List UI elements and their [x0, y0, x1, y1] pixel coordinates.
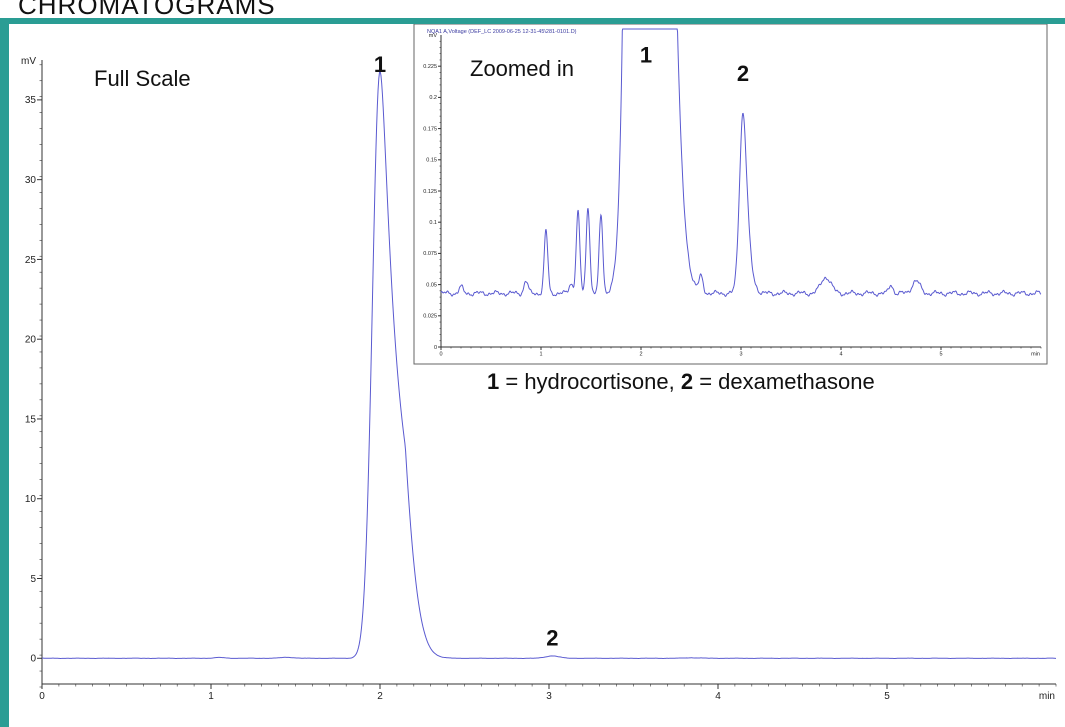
inset-y-tick-label: 0.125: [423, 189, 437, 195]
inset-y-tick-label: 0.225: [423, 64, 437, 70]
inset-y-tick-label: 0.175: [423, 126, 437, 132]
inset-border: [413, 24, 1048, 365]
legend-peak1-name: = hydrocortisone,: [499, 369, 681, 394]
legend-peak2-num: 2: [680, 369, 694, 394]
inset-chart-title: Zoomed in: [470, 56, 574, 81]
inset-x-unit: min: [1031, 352, 1040, 358]
zoomed-chart: NQA1 A,Voltage (DEF_LC 2009-06-25 12-31-…: [413, 24, 1048, 365]
inset-y-tick-label: 0.025: [423, 314, 437, 320]
inset-y-tick-label: 0.2: [429, 95, 437, 101]
inset-axes: 0 0.025 0.05 0.075 0.1 0.125 0.15 0.175 0.2 0.225…: [423, 33, 1042, 358]
main-x-tick-label: 1: [208, 691, 214, 702]
main-y-unit: mV: [21, 56, 36, 67]
inset-y-tick-label: 0.1: [429, 220, 437, 226]
legend-peak2-name: = dexamethasone: [693, 369, 875, 394]
inset-x-tick-label: 4: [839, 352, 842, 358]
inset-y-tick-label: 0.05: [426, 282, 437, 288]
inset-x-tick-label: 3: [739, 352, 742, 358]
inset-peak-label-2: 2: [737, 61, 749, 86]
main-x-tick-label: 3: [546, 691, 552, 702]
inset-y-tick-label: 0.075: [423, 251, 437, 257]
main-y-tick-label: 25: [25, 255, 37, 266]
main-trace: [41, 70, 1057, 659]
main-peak-label-2: 2: [546, 625, 558, 650]
inset-y-tick-label: 0: [434, 345, 437, 351]
main-y-tick-label: 0: [30, 654, 36, 665]
inset-x-tick-label: 5: [939, 352, 942, 358]
main-y-tick-label: 10: [25, 494, 37, 505]
main-y-tick-label: 15: [25, 414, 37, 425]
inset-peak-label-1: 1: [640, 42, 652, 67]
inset-header: NQA1 A,Voltage (DEF_LC 2009-06-25 12-31-…: [427, 29, 577, 35]
inset-x-tick-label: 0: [439, 352, 442, 358]
main-y-tick-label: 20: [25, 335, 37, 346]
main-x-tick-label: 0: [39, 691, 45, 702]
inset-trace: [440, 28, 1042, 297]
main-x-tick-label: 5: [884, 691, 890, 702]
slide-title: CHROMATOGRAMS: [18, 0, 276, 20]
peak-legend: 1 = hydrocortisone, 2 = dexamethasone: [487, 369, 875, 395]
legend-peak1-num: 1: [487, 369, 500, 394]
inset-peak-labels: 12: [640, 42, 749, 86]
inset-y-tick-label: 0.15: [426, 158, 437, 164]
main-x-unit: min: [1039, 691, 1055, 702]
inset-y-unit: mV: [429, 33, 438, 39]
main-y-tick-label: 5: [30, 574, 36, 585]
inset-x-tick-label: 1: [539, 352, 542, 358]
main-x-tick-label: 4: [715, 691, 721, 702]
main-y-tick-label: 35: [25, 95, 37, 106]
main-peak-labels: 12: [374, 52, 559, 650]
inset-x-tick-label: 2: [639, 352, 642, 358]
main-peak-label-1: 1: [374, 52, 386, 77]
main-y-tick-label: 30: [25, 175, 37, 186]
main-x-tick-label: 2: [377, 691, 383, 702]
main-chart-title: Full Scale: [94, 66, 191, 91]
